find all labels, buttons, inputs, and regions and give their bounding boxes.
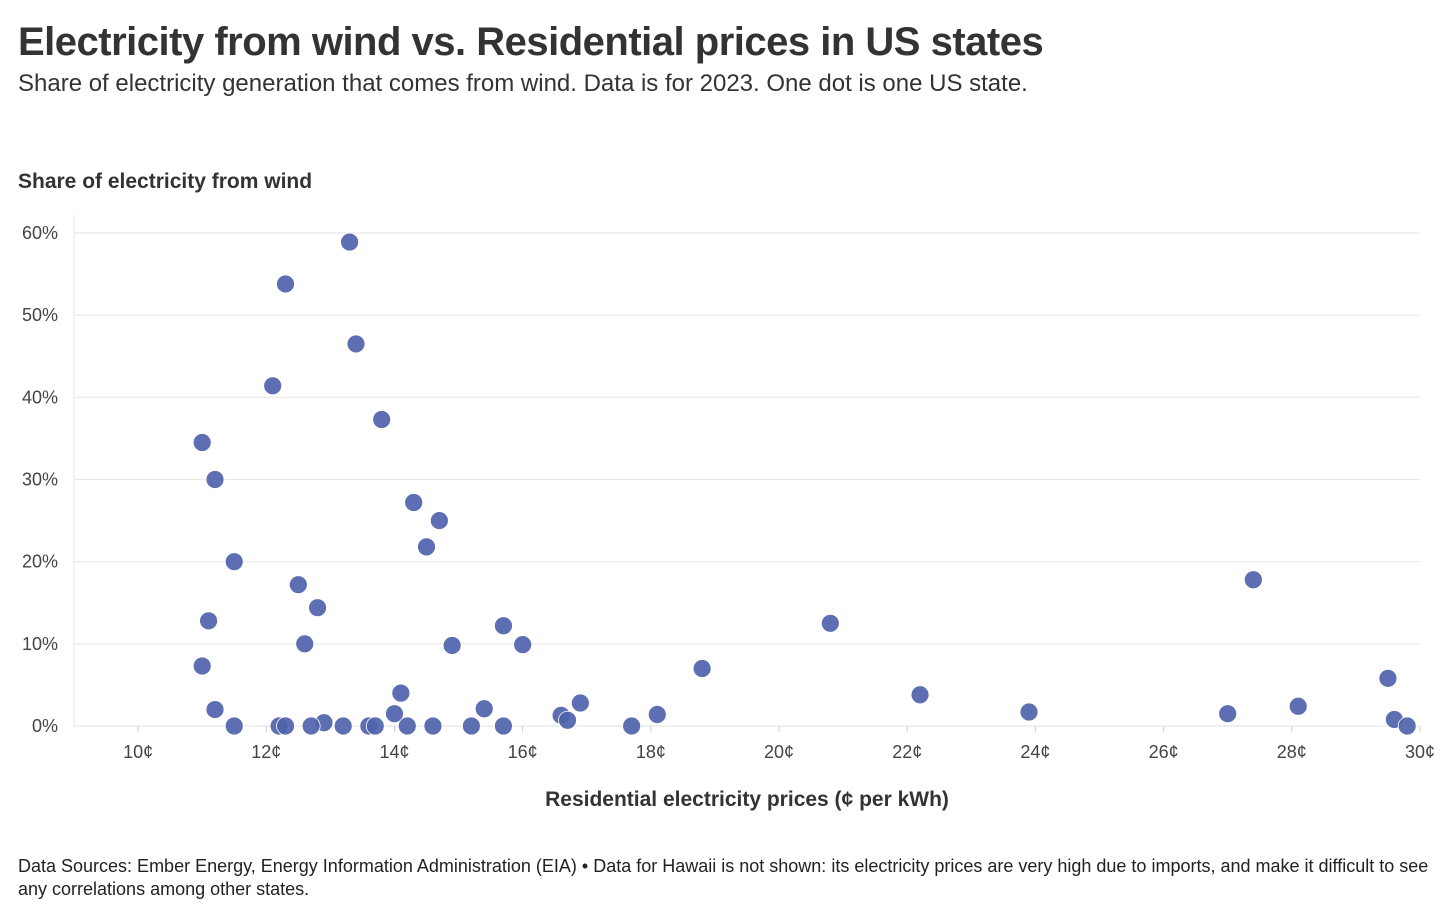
data-point[interactable] (1288, 696, 1308, 716)
x-tick-label: 28¢ (1277, 742, 1307, 762)
x-tick-label: 12¢ (251, 742, 281, 762)
data-point[interactable] (423, 716, 443, 736)
data-point[interactable] (365, 716, 385, 736)
data-point[interactable] (224, 552, 244, 572)
data-point[interactable] (295, 634, 315, 654)
data-point[interactable] (372, 410, 392, 429)
data-point[interactable] (205, 700, 225, 719)
data-point[interactable] (263, 376, 283, 396)
x-tick-label: 10¢ (123, 742, 153, 762)
data-point[interactable] (340, 232, 360, 252)
x-tick-label: 16¢ (508, 742, 538, 762)
data-point[interactable] (558, 710, 577, 730)
data-point[interactable] (276, 274, 295, 294)
data-point[interactable] (333, 716, 353, 736)
x-tick-label: 20¢ (764, 742, 794, 762)
data-point[interactable] (570, 693, 590, 713)
data-point[interactable] (192, 433, 212, 452)
y-tick-label: 60% (22, 223, 58, 243)
data-point[interactable] (1218, 704, 1238, 724)
y-axis-ticks: 0% 10% 20% 30% 40% 50% 60% (22, 223, 58, 736)
data-point[interactable] (346, 334, 366, 354)
x-axis-label: Residential electricity prices (¢ per kW… (545, 788, 949, 811)
y-tick-label: 0% (32, 716, 58, 736)
data-point[interactable] (429, 511, 449, 530)
data-point[interactable] (199, 611, 219, 631)
scatter-plot: 0% 10% 20% 30% 40% 50% 60% 10¢ 12¢ 14¢ 16¢ 18¢ 20¢ 2… (22, 215, 1435, 811)
data-point[interactable] (417, 537, 436, 557)
x-tick-label: 22¢ (892, 742, 922, 762)
data-point[interactable] (397, 716, 417, 736)
data-point[interactable] (1019, 702, 1039, 722)
data-point[interactable] (442, 636, 462, 655)
data-point[interactable] (1378, 668, 1398, 688)
x-tick-label: 14¢ (379, 742, 409, 762)
data-point[interactable] (308, 598, 327, 618)
y-tick-label: 20% (22, 552, 58, 572)
data-point[interactable] (404, 493, 424, 512)
data-point[interactable] (647, 705, 667, 724)
data-point[interactable] (461, 716, 481, 736)
y-tick-label: 30% (22, 470, 58, 490)
data-point[interactable] (474, 699, 494, 719)
data-point[interactable] (692, 659, 712, 678)
y-tick-label: 10% (22, 634, 58, 654)
data-point[interactable] (494, 616, 513, 636)
data-point[interactable] (513, 635, 533, 655)
y-tick-label: 50% (22, 305, 58, 325)
y-axis-label: Share of electricity from wind (18, 170, 313, 193)
data-point[interactable] (301, 716, 321, 736)
data-point[interactable] (276, 716, 295, 736)
data-point[interactable] (288, 575, 308, 595)
data-point[interactable] (494, 716, 513, 736)
x-tick-label: 26¢ (1149, 742, 1179, 762)
data-point[interactable] (1243, 570, 1263, 590)
gridlines (73, 215, 1420, 727)
data-point[interactable] (820, 613, 840, 633)
x-tick-label: 30¢ (1405, 742, 1435, 762)
data-point[interactable] (385, 704, 404, 724)
data-point[interactable] (391, 683, 411, 703)
x-tick-label: 18¢ (636, 742, 666, 762)
data-point[interactable] (192, 656, 212, 676)
data-point[interactable] (910, 685, 930, 705)
data-point[interactable] (205, 470, 225, 489)
data-point[interactable] (622, 716, 642, 736)
data-points (192, 232, 1417, 736)
x-axis-ticks: 10¢ 12¢ 14¢ 16¢ 18¢ 20¢ 22¢ 24¢ 26¢ 28¢ 30¢ (123, 726, 1435, 762)
chart-subtitle: Share of electricity generation that com… (18, 70, 1028, 97)
data-point[interactable] (1397, 716, 1417, 736)
data-sources-note: Data Sources: Ember Energy, Energy Infor… (18, 856, 1429, 899)
chart-title: Electricity from wind vs. Residential pr… (18, 20, 1044, 64)
data-point[interactable] (224, 716, 244, 736)
y-tick-label: 40% (22, 387, 58, 407)
x-tick-label: 24¢ (1020, 742, 1050, 762)
